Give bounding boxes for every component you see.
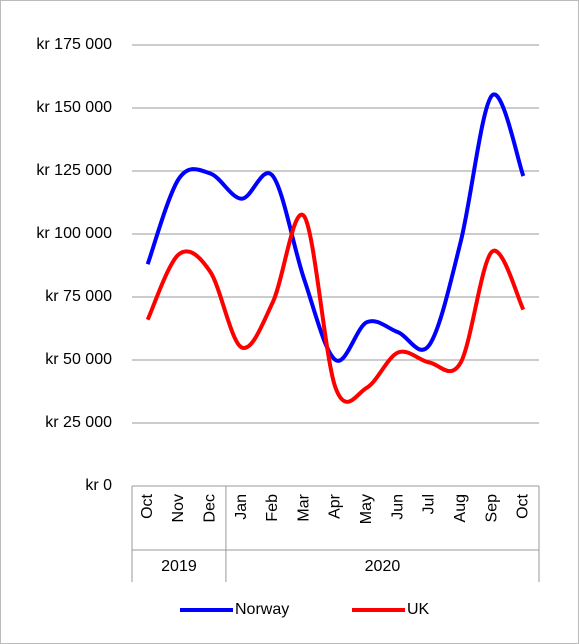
x-tick-label: Jul — [421, 494, 438, 514]
x-tick-label: Jun — [389, 494, 406, 520]
x-tick-label: Jan — [233, 494, 250, 520]
y-tick-label: kr 175 000 — [36, 36, 112, 53]
x-tick-label: Sep — [483, 494, 500, 523]
series-line — [145, 212, 526, 404]
group-label: 2020 — [365, 558, 401, 575]
x-tick-label: Nov — [170, 494, 187, 522]
x-tick-label: Oct — [515, 493, 532, 518]
x-tick-label: Dec — [201, 494, 218, 522]
x-tick-label: May — [358, 494, 375, 524]
x-tick-label: Aug — [452, 494, 469, 522]
group-label: 2019 — [161, 558, 197, 575]
x-tick-label: Mar — [295, 493, 312, 521]
series-line — [145, 92, 526, 363]
y-tick-label: kr 150 000 — [36, 99, 112, 116]
x-tick-label: Apr — [327, 493, 344, 519]
legend-label: UK — [407, 601, 430, 618]
y-tick-label: kr 25 000 — [45, 414, 112, 431]
y-tick-label: kr 100 000 — [36, 225, 112, 242]
y-tick-label: kr 75 000 — [45, 288, 112, 305]
y-tick-label: kr 50 000 — [45, 351, 112, 368]
y-tick-label: kr 0 — [85, 477, 112, 494]
x-tick-label: Oct — [139, 493, 156, 518]
y-tick-label: kr 125 000 — [36, 162, 112, 179]
legend-label: Norway — [235, 601, 289, 618]
x-tick-label: Feb — [264, 494, 281, 522]
